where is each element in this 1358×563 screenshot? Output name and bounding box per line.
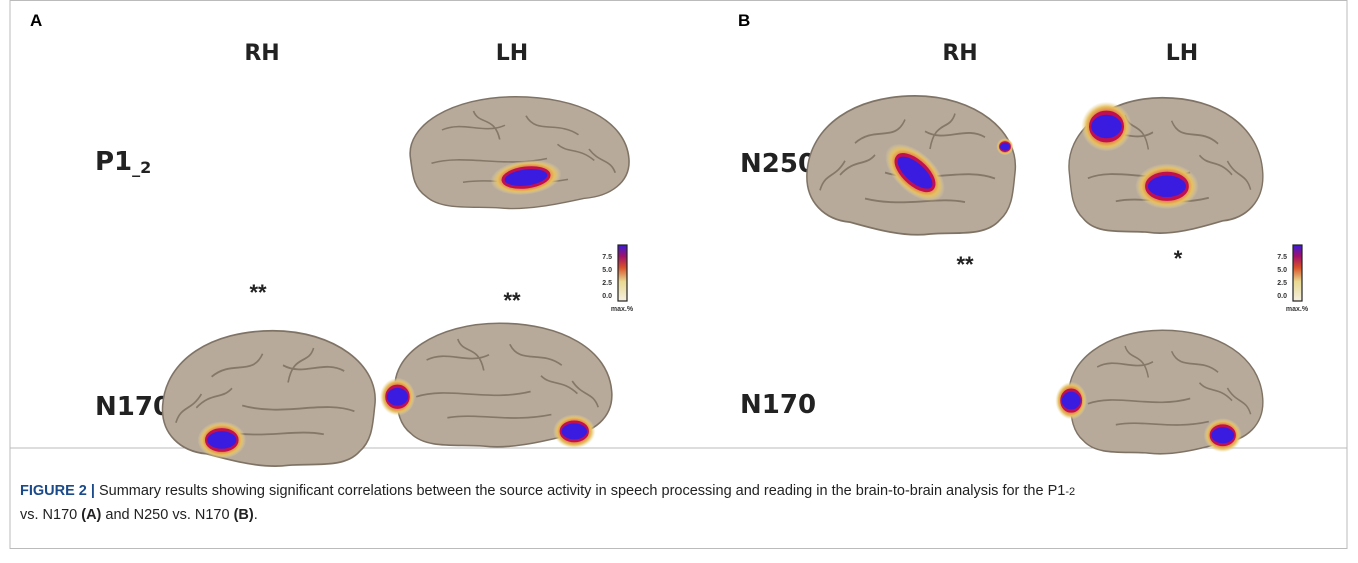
colorbar-tick: 7.5 [602, 254, 612, 261]
brain-image [1069, 98, 1263, 233]
colorbar-tick: 0.0 [602, 293, 612, 300]
caption: FIGURE 2 |Summary results showing signif… [20, 483, 1075, 499]
row-label: N250 [740, 149, 816, 179]
colorbar: 7.5 5.0 2.5 0.0 max.% [1277, 245, 1309, 313]
colorbar-gradient [618, 245, 627, 301]
colorbar-tick: 2.5 [1277, 280, 1287, 287]
row-label: N170 [95, 392, 171, 422]
figure: A RH LH P1_2 N170 ** ** 7.5 5.0 2.5 0.0 … [0, 0, 1358, 563]
significance: * [1174, 246, 1183, 271]
column-header: RH [244, 41, 279, 66]
colorbar: 7.5 5.0 2.5 0.0 max.% [602, 245, 634, 313]
brain-image [380, 323, 612, 448]
column-header: RH [942, 41, 977, 66]
colorbar-tick: 2.5 [602, 280, 612, 287]
colorbar-tick: 5.0 [1277, 267, 1287, 274]
row-label: P1_2 [95, 147, 151, 177]
row-label: N170 [740, 390, 816, 420]
colorbar-gradient [1293, 245, 1302, 301]
colorbar-unit: max.% [1286, 306, 1309, 313]
brain-image [807, 96, 1016, 235]
brain-image [162, 331, 375, 466]
colorbar-tick: 0.0 [1277, 293, 1287, 300]
significance: ** [956, 252, 974, 277]
figure-frame [10, 1, 1347, 549]
column-header: LH [496, 41, 528, 66]
caption: vs. N170 (A) and N250 vs. N170 (B). [20, 507, 258, 523]
colorbar-tick: 5.0 [602, 267, 612, 274]
panel-label: A [30, 11, 42, 30]
colorbar-unit: max.% [611, 306, 634, 313]
significance: ** [503, 288, 521, 313]
brain-image [1055, 330, 1263, 454]
column-header: LH [1166, 41, 1198, 66]
brain-image [410, 97, 629, 209]
colorbar-tick: 7.5 [1277, 254, 1287, 261]
panel-label: B [738, 11, 750, 30]
significance: ** [249, 280, 267, 305]
